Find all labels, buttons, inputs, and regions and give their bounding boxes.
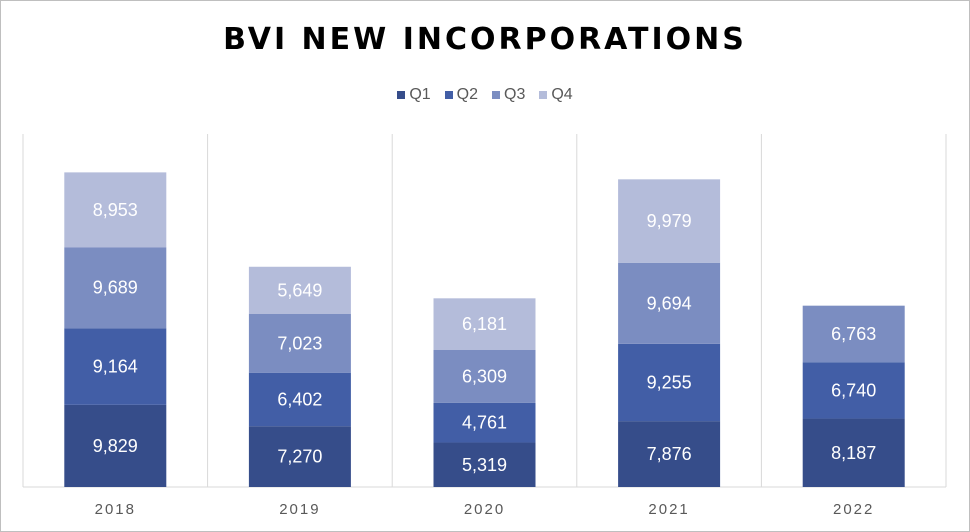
bar-q3-2020 <box>433 349 536 403</box>
data-label-q4-2020: 6,181 <box>462 314 507 334</box>
legend-swatch-q2 <box>444 91 453 99</box>
bar-q4-2019 <box>248 266 351 314</box>
legend: Q1 Q2 Q3 Q4 <box>0 86 970 104</box>
legend-label-q2: Q2 <box>456 86 478 103</box>
data-label-q2-2020: 4,761 <box>462 413 507 433</box>
legend-swatch-q3 <box>492 91 500 99</box>
data-label-q4-2018: 8,953 <box>93 200 138 220</box>
data-label-q1-2020: 5,319 <box>462 455 507 475</box>
bar-q1-2021 <box>618 421 721 487</box>
x-tick-label-2019: 2019 <box>279 501 320 518</box>
chart-title: BVI NEW INCORPORATIONS <box>223 22 747 57</box>
legend-swatch-q4 <box>539 91 548 99</box>
bar-q4-2018 <box>64 172 167 248</box>
bar-q3-2019 <box>248 313 351 373</box>
bar-q1-2018 <box>64 404 167 487</box>
data-label-q1-2018: 9,829 <box>93 436 138 456</box>
bar-q2-2019 <box>248 372 351 427</box>
bar-q2-2020 <box>433 402 536 443</box>
bar-q1-2019 <box>248 426 351 487</box>
data-label-q3-2018: 9,689 <box>93 278 138 298</box>
legend-label-q1: Q1 <box>409 86 431 103</box>
data-label-q3-2020: 6,309 <box>462 366 507 386</box>
data-label-q4-2019: 5,649 <box>277 280 322 300</box>
legend-item-q4: Q4 <box>539 86 573 104</box>
bar-q1-2022 <box>802 418 905 487</box>
legend-swatch-q1 <box>397 91 406 99</box>
x-tick-label-2020: 2020 <box>464 501 505 518</box>
legend-label-q3: Q3 <box>504 86 526 103</box>
data-label-q1-2021: 7,876 <box>647 444 692 464</box>
bar-q3-2022 <box>802 305 905 363</box>
data-label-q2-2018: 9,164 <box>93 357 138 377</box>
x-tick-label-2021: 2021 <box>648 501 689 518</box>
legend-item-q1: Q1 <box>397 86 431 104</box>
data-label-q1-2019: 7,270 <box>277 447 322 467</box>
data-label-q3-2019: 7,023 <box>277 333 322 353</box>
bar-q2-2022 <box>802 362 905 419</box>
x-tick-label-2018: 2018 <box>95 501 136 518</box>
data-label-q4-2021: 9,979 <box>647 211 692 231</box>
data-label-q2-2022: 6,740 <box>831 380 876 400</box>
data-label-q3-2021: 9,694 <box>647 293 692 313</box>
data-label-q2-2021: 9,255 <box>647 372 692 392</box>
bar-q2-2018 <box>64 328 167 405</box>
bar-q4-2020 <box>433 298 536 350</box>
bar-q3-2018 <box>64 247 167 329</box>
legend-item-q3: Q3 <box>492 86 525 104</box>
legend-label-q4: Q4 <box>551 86 573 103</box>
bar-q3-2021 <box>618 262 721 344</box>
data-label-q1-2022: 8,187 <box>831 443 876 463</box>
bar-q4-2021 <box>618 179 721 263</box>
legend-item-q2: Q2 <box>444 86 478 104</box>
bar-q2-2021 <box>618 343 721 422</box>
x-tick-label-2022: 2022 <box>833 501 874 518</box>
data-label-q2-2019: 6,402 <box>277 389 322 409</box>
bar-q1-2020 <box>433 442 536 487</box>
data-label-q3-2022: 6,763 <box>831 324 876 344</box>
